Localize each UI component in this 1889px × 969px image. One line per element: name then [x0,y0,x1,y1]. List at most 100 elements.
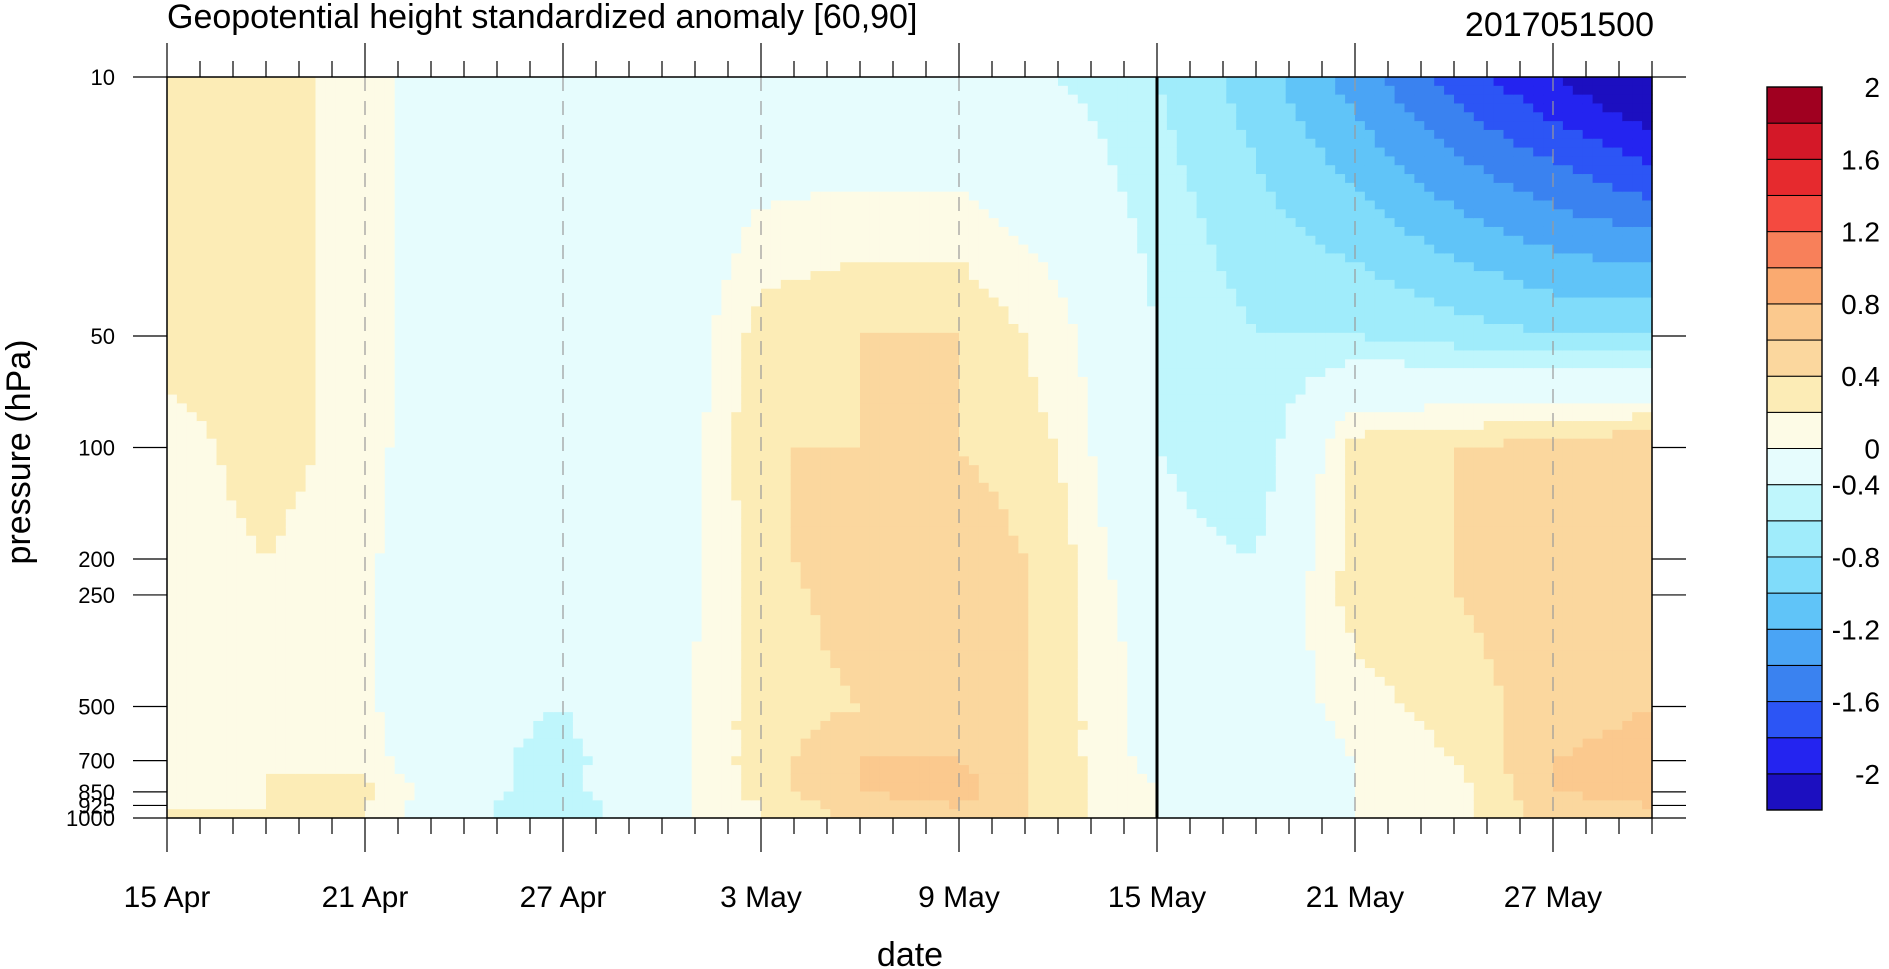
anomaly-cell [335,465,346,475]
anomaly-cell [256,138,267,149]
anomaly-cell [671,315,683,325]
anomaly-cell [365,438,376,449]
anomaly-cell [404,235,416,246]
anomaly-cell [563,562,574,572]
anomaly-cell [305,800,317,810]
anomaly-cell [543,747,554,757]
anomaly-cell [365,226,376,237]
anomaly-cell [206,756,218,766]
anomaly-cell [236,465,247,475]
anomaly-cell [295,571,307,581]
anomaly-cell [256,738,267,749]
anomaly-cell [503,447,515,457]
anomaly-cell [731,147,742,157]
anomaly-cell [434,200,445,210]
anomaly-cell [513,271,524,281]
anomaly-cell [523,526,534,537]
anomaly-cell [414,518,425,528]
anomaly-cell [464,421,475,431]
anomaly-cell [751,262,762,272]
anomaly-cell [681,562,693,572]
anomaly-cell [503,579,515,590]
anomaly-cell [543,482,554,493]
anomaly-cell [335,341,346,352]
anomaly-cell [295,165,307,175]
anomaly-cell [365,729,376,740]
anomaly-cell [206,641,218,651]
anomaly-cell [523,200,534,210]
anomaly-cell [256,535,267,546]
anomaly-cell [444,588,455,599]
anomaly-cell [751,209,762,219]
anomaly-cell [493,579,505,590]
anomaly-cell [741,394,752,404]
anomaly-cell [384,324,396,334]
anomaly-cell [176,94,188,105]
anomaly-cell [582,412,594,422]
anomaly-cell [365,209,376,219]
anomaly-cell [374,429,386,440]
anomaly-cell [226,129,237,140]
anomaly-cell [513,782,524,793]
anomaly-cell [652,465,663,475]
anomaly-cell [365,500,376,510]
anomaly-cell [394,385,406,396]
anomaly-cell [305,438,317,449]
anomaly-cell [523,341,534,352]
anomaly-cell [256,473,267,484]
anomaly-cell [424,712,435,722]
anomaly-cell [721,129,732,140]
anomaly-cell [582,562,594,572]
anomaly-cell [563,85,574,96]
anomaly-cell [572,376,584,387]
anomaly-cell [216,174,227,184]
anomaly-cell [454,376,465,387]
anomaly-cell [572,147,584,157]
anomaly-cell [454,597,465,607]
anomaly-cell [454,765,465,775]
anomaly-cell [602,226,614,237]
anomaly-cell [632,147,643,157]
anomaly-cell [731,703,742,713]
anomaly-cell [167,253,178,263]
anomaly-cell [691,112,703,122]
anomaly-cell [513,288,524,299]
anomaly-cell [374,518,386,528]
anomaly-cell [572,562,584,572]
anomaly-cell [652,429,663,440]
anomaly-cell [404,588,416,599]
anomaly-cell [582,191,594,202]
anomaly-cell [701,200,713,210]
anomaly-cell [315,473,326,484]
anomaly-cell [236,773,247,784]
anomaly-cell [553,676,564,687]
anomaly-cell [741,588,752,599]
anomaly-cell [711,324,722,334]
anomaly-cell [206,306,218,316]
anomaly-cell [622,773,633,784]
anomaly-cell [345,253,356,263]
anomaly-cell [691,641,703,651]
anomaly-cell [464,535,475,546]
anomaly-cell [493,765,505,775]
anomaly-cell [186,535,198,546]
anomaly-cell [622,615,633,625]
anomaly-cell [711,729,722,740]
anomaly-cell [226,553,237,563]
anomaly-cell [266,209,277,219]
anomaly-cell [167,518,178,528]
anomaly-cell [671,147,683,157]
anomaly-cell [701,588,713,599]
anomaly-cell [563,253,574,263]
anomaly-cell [483,253,495,263]
anomaly-cell [315,200,326,210]
anomaly-cell [266,226,277,237]
anomaly-cell [444,491,455,502]
anomaly-cell [384,597,396,607]
anomaly-cell [434,138,445,149]
anomaly-cell [285,491,297,502]
anomaly-cell [384,359,396,369]
anomaly-cell [652,288,663,299]
anomaly-cell [256,279,267,290]
anomaly-cell [543,615,554,625]
